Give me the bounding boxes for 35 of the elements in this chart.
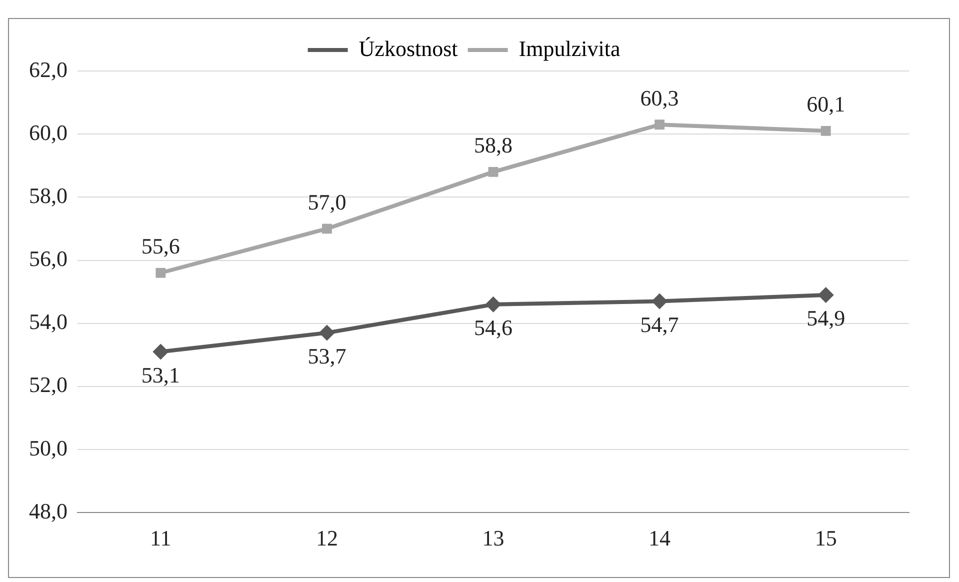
legend-label: Úzkostnost bbox=[358, 36, 458, 61]
y-tick-label: 54,0 bbox=[29, 309, 68, 334]
data-label: 60,1 bbox=[806, 92, 846, 117]
y-tick-label: 52,0 bbox=[29, 372, 68, 398]
point bbox=[156, 268, 166, 278]
y-tick-label: 48,0 bbox=[29, 498, 68, 524]
point bbox=[318, 324, 335, 341]
y-tick-label: 50,0 bbox=[29, 435, 68, 460]
data-label: 54,6 bbox=[474, 315, 512, 340]
data-label: 57,0 bbox=[308, 189, 346, 214]
data-label: 60,3 bbox=[640, 85, 679, 110]
y-tick-label: 58,0 bbox=[29, 182, 68, 208]
point bbox=[152, 344, 169, 360]
y-tick-label: 62,0 bbox=[29, 56, 68, 82]
y-tick-label: 60,0 bbox=[29, 120, 68, 145]
point bbox=[488, 166, 498, 177]
x-tick-label: 12 bbox=[316, 526, 338, 551]
x-tick-label: 13 bbox=[482, 526, 504, 551]
data-label: 54,7 bbox=[640, 312, 679, 338]
x-tick-label: 15 bbox=[814, 526, 837, 551]
x-tick-label: 14 bbox=[648, 526, 671, 551]
data-label: 53,1 bbox=[141, 362, 180, 388]
data-label: 54,9 bbox=[806, 306, 846, 331]
point bbox=[818, 286, 834, 303]
x-tick-label: 11 bbox=[150, 526, 172, 551]
point bbox=[322, 224, 332, 234]
point bbox=[820, 126, 831, 136]
point bbox=[652, 293, 668, 310]
data-label: 58,8 bbox=[474, 132, 512, 158]
point bbox=[654, 120, 664, 130]
data-label: 53,7 bbox=[308, 344, 346, 369]
data-label: 55,6 bbox=[141, 234, 180, 259]
y-tick-label: 56,0 bbox=[29, 246, 68, 272]
point bbox=[485, 296, 502, 312]
legend-label: Impulzivita bbox=[518, 36, 620, 61]
